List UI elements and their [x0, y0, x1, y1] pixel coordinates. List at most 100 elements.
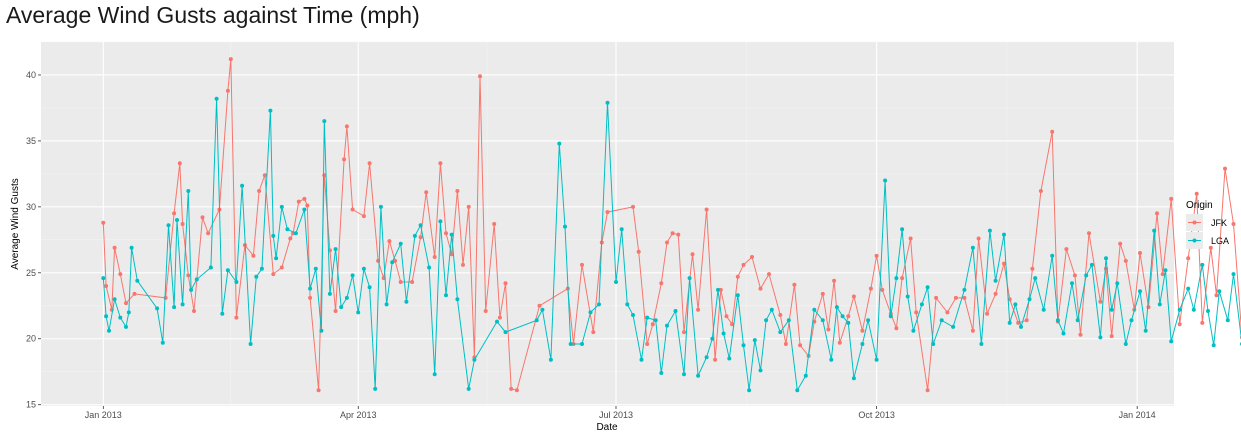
data-point-jfk — [104, 284, 109, 288]
data-point-jfk — [976, 236, 981, 241]
data-point-jfk — [1231, 222, 1236, 226]
data-point-jfk — [1050, 129, 1055, 134]
data-point-lga — [101, 276, 106, 281]
data-point-lga — [444, 293, 448, 298]
data-point-lga — [1143, 328, 1148, 333]
data-point-jfk — [180, 222, 185, 226]
data-point-jfk — [670, 231, 675, 236]
data-point-lga — [1098, 335, 1103, 340]
data-point-lga — [285, 227, 290, 232]
data-point-jfk — [418, 235, 423, 240]
data-point-jfk — [410, 280, 415, 284]
data-point-lga — [271, 233, 276, 238]
data-point-lga — [1231, 272, 1236, 277]
data-point-lga — [673, 309, 678, 313]
data-point-lga — [327, 291, 332, 296]
data-point-jfk — [778, 313, 783, 317]
data-point-jfk — [497, 315, 502, 320]
data-point-lga — [313, 266, 318, 271]
data-point-lga — [812, 307, 817, 312]
data-point-lga — [597, 302, 601, 307]
data-point-lga — [373, 386, 378, 391]
data-point-lga — [254, 274, 259, 279]
y-tick-label: 15 — [26, 400, 36, 410]
data-point-lga — [432, 372, 437, 377]
data-point-lga — [293, 231, 298, 236]
data-point-lga — [214, 96, 219, 101]
data-point-jfk — [1016, 320, 1021, 325]
data-point-jfk — [344, 124, 349, 129]
data-point-lga — [1177, 307, 1182, 312]
data-point-lga — [160, 340, 165, 345]
data-point-jfk — [690, 252, 695, 257]
data-point-lga — [1050, 253, 1055, 258]
data-point-lga — [829, 357, 834, 362]
legend-label-lga: LGA — [1211, 236, 1229, 246]
data-point-jfk — [514, 388, 519, 393]
data-point-jfk — [234, 315, 239, 320]
data-point-lga — [1089, 262, 1094, 267]
data-point-jfk — [953, 295, 958, 300]
data-point-lga — [234, 280, 239, 284]
data-point-lga — [1157, 302, 1162, 307]
data-point-jfk — [1030, 266, 1035, 271]
y-tick-labels: 15 20 25 30 35 40 — [26, 70, 36, 410]
data-point-jfk — [492, 222, 497, 226]
data-point-jfk — [509, 386, 514, 391]
data-point-jfk — [118, 272, 123, 277]
data-point-lga — [1033, 276, 1038, 281]
data-point-lga — [905, 294, 910, 299]
data-point-jfk — [914, 310, 919, 315]
data-point-lga — [427, 265, 432, 270]
data-point-lga — [1129, 318, 1134, 323]
data-point-lga — [398, 241, 403, 246]
data-point-lga — [764, 318, 769, 323]
data-point-jfk — [186, 273, 191, 278]
data-point-jfk — [1002, 261, 1006, 266]
data-point-lga — [1075, 318, 1080, 323]
data-point-lga — [240, 183, 245, 188]
legend-key-point — [1192, 220, 1197, 225]
data-point-lga — [319, 328, 324, 333]
data-point-jfk — [1087, 231, 1091, 236]
grid-minor — [41, 41, 1174, 406]
data-point-lga — [455, 297, 460, 302]
series-jfk — [101, 57, 1241, 393]
data-point-jfk — [665, 240, 669, 245]
data-point-lga — [129, 245, 134, 250]
data-point-jfk — [225, 88, 230, 93]
data-point-jfk — [438, 161, 443, 166]
data-point-jfk — [1072, 273, 1077, 278]
data-point-lga — [900, 227, 905, 232]
y-tick-label: 40 — [26, 70, 36, 80]
data-point-lga — [769, 307, 774, 312]
data-point-jfk — [894, 326, 899, 331]
data-point-jfk — [631, 204, 635, 209]
data-point-jfk — [251, 253, 256, 258]
data-point-jfk — [305, 203, 310, 208]
data-point-lga — [911, 328, 916, 333]
data-point-jfk — [1078, 332, 1083, 337]
data-point-lga — [993, 278, 998, 283]
legend-key-lga: LGA — [1186, 232, 1229, 249]
x-tick-labels: Jan 2013 Apr 2013 Jul 2013 Oct 2013 Jan 2014 — [85, 410, 1156, 420]
data-point-lga — [1061, 331, 1066, 336]
data-point-lga — [548, 357, 553, 362]
data-point-jfk — [1177, 322, 1182, 327]
data-point-lga — [735, 293, 740, 298]
data-point-lga — [1217, 289, 1222, 294]
data-point-lga — [1041, 307, 1046, 312]
data-point-lga — [1123, 342, 1128, 346]
data-point-lga — [104, 314, 109, 319]
y-tick-label: 20 — [26, 334, 36, 344]
data-point-lga — [367, 285, 372, 290]
data-point-lga — [645, 315, 650, 320]
data-point-lga — [752, 338, 757, 343]
data-point-jfk — [200, 215, 205, 220]
data-point-lga — [704, 355, 709, 360]
data-point-lga — [438, 219, 443, 224]
data-point-lga — [466, 386, 471, 391]
data-point-lga — [339, 305, 344, 310]
data-point-jfk — [908, 236, 913, 241]
data-point-lga — [631, 313, 635, 317]
